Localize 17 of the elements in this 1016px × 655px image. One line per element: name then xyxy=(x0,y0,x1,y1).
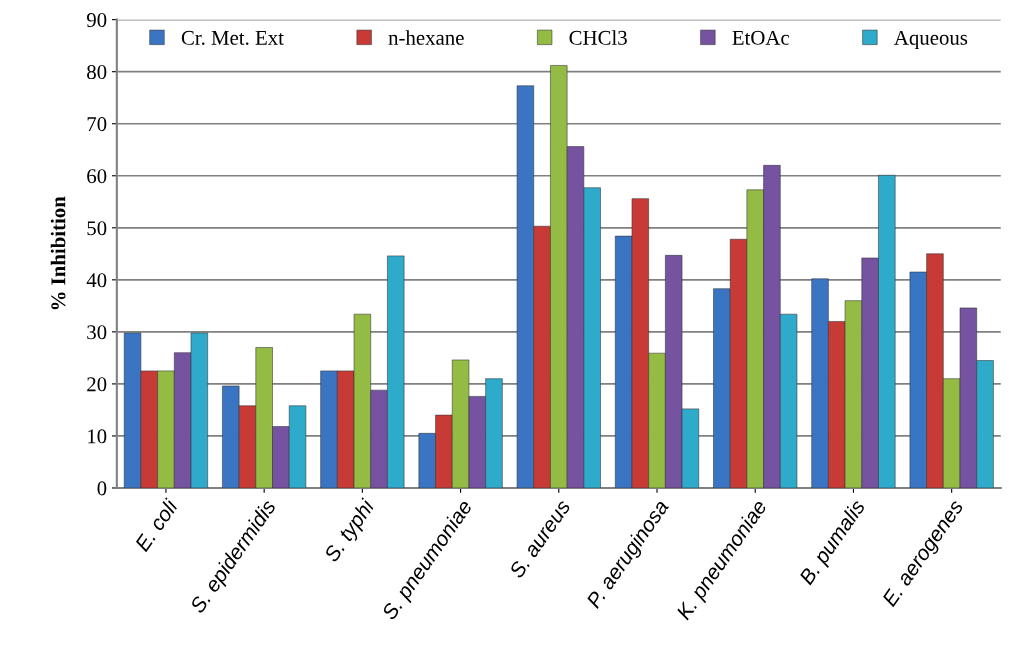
y-tick-label: 70 xyxy=(87,117,107,132)
legend-label: Cr. Met. Ext xyxy=(181,30,284,45)
y-tick-label: 60 xyxy=(87,169,107,184)
x-tick-label: E. coli xyxy=(133,497,179,553)
y-tick-label: 30 xyxy=(87,325,107,340)
y-tick-label: 50 xyxy=(87,221,107,236)
y-tick-label: 40 xyxy=(86,273,107,288)
y-tick-label: 20 xyxy=(87,377,107,392)
legend-label: Aqueous xyxy=(894,30,968,50)
legend-label: CHCl3 xyxy=(569,30,627,45)
legend-label: n-hexane xyxy=(388,30,464,45)
y-tick-label: 10 xyxy=(88,429,107,444)
y-tick-label: 0 xyxy=(97,481,107,496)
y-tick-label: 80 xyxy=(87,65,107,80)
y-tick-label: 90 xyxy=(86,13,107,28)
legend-label: EtOAc xyxy=(732,30,790,45)
y-axis-title: % Inhibition xyxy=(50,196,66,310)
